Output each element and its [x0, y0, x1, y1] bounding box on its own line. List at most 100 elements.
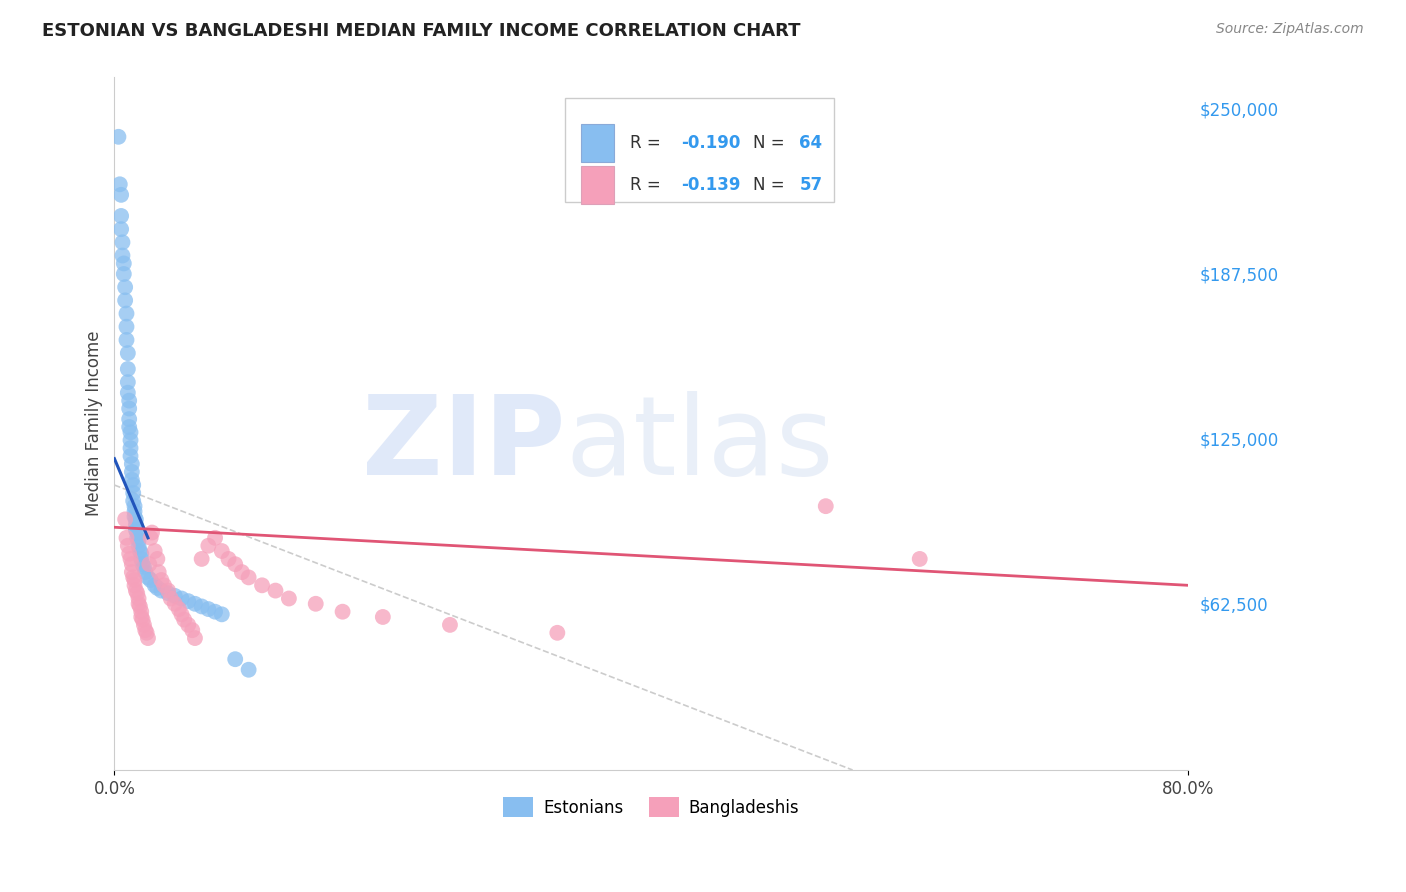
- Point: [238, 663, 260, 677]
- Point: [121, 457, 143, 471]
- Text: -0.139: -0.139: [682, 176, 741, 194]
- Point: [132, 618, 155, 632]
- Point: [112, 267, 135, 281]
- Point: [546, 625, 568, 640]
- Point: [129, 544, 152, 558]
- Point: [150, 573, 173, 587]
- Point: [204, 605, 226, 619]
- Point: [238, 570, 260, 584]
- Point: [170, 591, 193, 606]
- Point: [124, 504, 146, 518]
- Point: [146, 581, 169, 595]
- Point: [121, 465, 143, 479]
- Point: [143, 578, 166, 592]
- Point: [128, 539, 150, 553]
- Text: R =: R =: [630, 134, 666, 153]
- Point: [128, 533, 150, 548]
- Point: [224, 558, 246, 572]
- Text: N =: N =: [754, 176, 790, 194]
- FancyBboxPatch shape: [565, 98, 834, 202]
- Point: [124, 578, 146, 592]
- Text: $250,000: $250,000: [1199, 102, 1278, 120]
- Point: [114, 293, 136, 308]
- Point: [153, 578, 176, 592]
- Point: [117, 385, 139, 400]
- Point: [128, 591, 150, 606]
- Point: [115, 531, 138, 545]
- Point: [127, 531, 149, 545]
- Point: [167, 602, 190, 616]
- Text: atlas: atlas: [565, 391, 834, 498]
- Point: [120, 434, 142, 448]
- FancyBboxPatch shape: [582, 124, 613, 162]
- Point: [124, 509, 146, 524]
- Point: [117, 346, 139, 360]
- Point: [139, 531, 162, 545]
- Point: [115, 319, 138, 334]
- Point: [118, 401, 141, 416]
- Point: [204, 531, 226, 545]
- Point: [124, 499, 146, 513]
- Point: [181, 623, 204, 637]
- Point: [177, 618, 200, 632]
- Text: Source: ZipAtlas.com: Source: ZipAtlas.com: [1216, 22, 1364, 37]
- Point: [197, 602, 219, 616]
- Point: [122, 570, 145, 584]
- Y-axis label: Median Family Income: Median Family Income: [86, 331, 103, 516]
- Point: [122, 494, 145, 508]
- Text: 57: 57: [800, 176, 823, 194]
- Point: [908, 552, 931, 566]
- Point: [132, 559, 155, 574]
- Point: [125, 523, 148, 537]
- Point: [439, 618, 461, 632]
- Point: [211, 544, 233, 558]
- Point: [127, 586, 149, 600]
- Point: [190, 552, 212, 566]
- Point: [118, 412, 141, 426]
- Point: [129, 599, 152, 614]
- Point: [305, 597, 328, 611]
- Point: [118, 420, 141, 434]
- Point: [115, 333, 138, 347]
- Text: ESTONIAN VS BANGLADESHI MEDIAN FAMILY INCOME CORRELATION CHART: ESTONIAN VS BANGLADESHI MEDIAN FAMILY IN…: [42, 22, 800, 40]
- Text: N =: N =: [754, 134, 790, 153]
- Point: [139, 573, 162, 587]
- Text: $62,500: $62,500: [1199, 596, 1268, 614]
- Text: R =: R =: [630, 176, 666, 194]
- Point: [136, 570, 159, 584]
- Point: [111, 235, 134, 250]
- Point: [120, 441, 142, 455]
- Text: ZIP: ZIP: [361, 391, 565, 498]
- Text: $125,000: $125,000: [1199, 431, 1278, 450]
- Point: [117, 539, 139, 553]
- Point: [231, 565, 253, 579]
- Point: [129, 552, 152, 566]
- Point: [118, 547, 141, 561]
- Point: [138, 558, 160, 572]
- Point: [146, 552, 169, 566]
- Point: [111, 248, 134, 262]
- Legend: Estonians, Bangladeshis: Estonians, Bangladeshis: [496, 790, 806, 824]
- Point: [110, 187, 132, 202]
- Point: [114, 280, 136, 294]
- Point: [135, 625, 157, 640]
- Point: [134, 565, 156, 579]
- Point: [129, 547, 152, 561]
- Point: [121, 558, 143, 572]
- Point: [117, 362, 139, 376]
- Point: [115, 307, 138, 321]
- FancyBboxPatch shape: [582, 166, 613, 204]
- Point: [157, 586, 180, 600]
- Point: [173, 613, 195, 627]
- Point: [112, 256, 135, 270]
- Point: [250, 578, 273, 592]
- Point: [127, 525, 149, 540]
- Point: [122, 478, 145, 492]
- Point: [117, 375, 139, 389]
- Point: [277, 591, 299, 606]
- Point: [114, 512, 136, 526]
- Point: [163, 597, 186, 611]
- Point: [131, 613, 153, 627]
- Point: [124, 573, 146, 587]
- Point: [224, 652, 246, 666]
